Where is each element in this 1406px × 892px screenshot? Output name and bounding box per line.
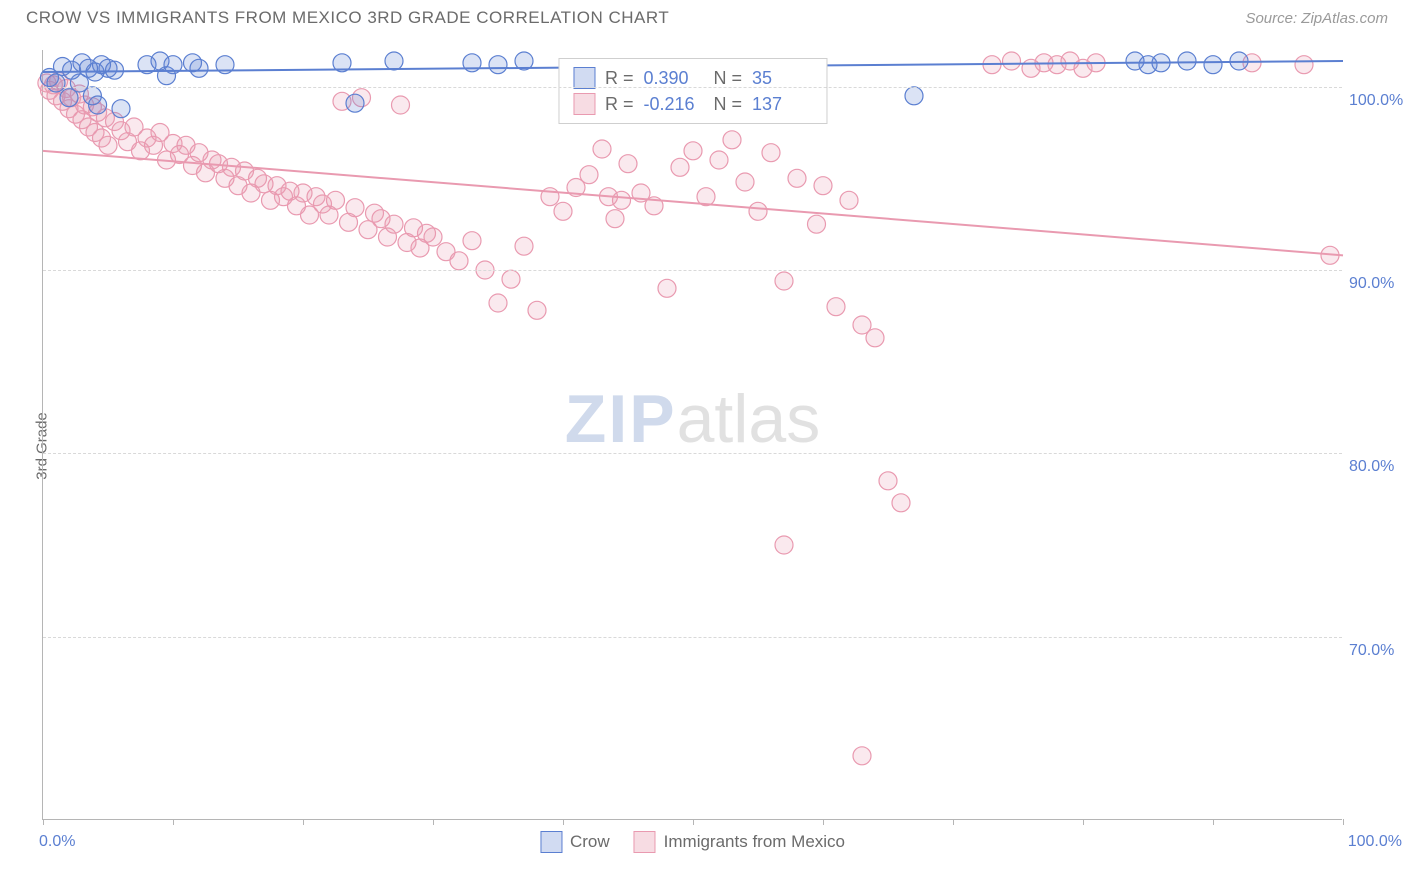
x-tick xyxy=(1083,819,1084,825)
data-point-pink xyxy=(346,199,364,217)
x-tick xyxy=(563,819,564,825)
data-point-pink xyxy=(814,177,832,195)
data-point-pink xyxy=(671,158,689,176)
n-value-blue: 35 xyxy=(752,68,812,89)
trend-line-pink xyxy=(43,151,1343,255)
legend-item-blue: Crow xyxy=(540,831,610,853)
gridline-h xyxy=(43,637,1342,638)
n-prefix: N = xyxy=(714,68,743,89)
legend-label-pink: Immigrants from Mexico xyxy=(664,832,845,852)
legend-swatch-blue xyxy=(540,831,562,853)
data-point-pink xyxy=(1003,52,1021,70)
y-tick-label: 100.0% xyxy=(1349,92,1404,110)
x-tick xyxy=(1213,819,1214,825)
x-tick xyxy=(1343,819,1344,825)
data-point-blue xyxy=(385,52,403,70)
legend-label-blue: Crow xyxy=(570,832,610,852)
data-point-pink xyxy=(99,136,117,154)
data-point-pink xyxy=(840,191,858,209)
x-tick xyxy=(953,819,954,825)
x-axis-min-label: 0.0% xyxy=(39,833,75,851)
data-point-pink xyxy=(866,329,884,347)
data-point-pink xyxy=(392,96,410,114)
data-point-pink xyxy=(385,215,403,233)
r-value-blue: 0.390 xyxy=(644,68,704,89)
data-point-pink xyxy=(502,270,520,288)
data-point-pink xyxy=(424,228,442,246)
legend-item-pink: Immigrants from Mexico xyxy=(634,831,845,853)
x-axis-max-label: 100.0% xyxy=(1348,833,1402,851)
data-point-pink xyxy=(684,142,702,160)
data-point-pink xyxy=(613,191,631,209)
data-point-blue xyxy=(905,87,923,105)
data-point-pink xyxy=(762,144,780,162)
data-point-blue xyxy=(190,59,208,77)
x-tick xyxy=(823,819,824,825)
data-point-pink xyxy=(327,191,345,209)
data-point-pink xyxy=(606,210,624,228)
data-point-blue xyxy=(89,96,107,114)
data-point-blue xyxy=(47,74,65,92)
x-tick xyxy=(693,819,694,825)
series-legend: Crow Immigrants from Mexico xyxy=(540,831,845,853)
data-point-pink xyxy=(1295,56,1313,74)
data-point-pink xyxy=(528,301,546,319)
r-prefix: R = xyxy=(605,68,634,89)
chart-title: CROW VS IMMIGRANTS FROM MEXICO 3RD GRADE… xyxy=(26,8,669,28)
data-point-pink xyxy=(808,215,826,233)
data-point-blue xyxy=(489,56,507,74)
correlation-legend: R = 0.390 N = 35 R = -0.216 N = 137 xyxy=(558,58,827,124)
correlation-row-pink: R = -0.216 N = 137 xyxy=(573,91,812,117)
chart-header: CROW VS IMMIGRANTS FROM MEXICO 3RD GRADE… xyxy=(0,0,1406,36)
data-point-pink xyxy=(619,155,637,173)
x-tick xyxy=(433,819,434,825)
data-point-pink xyxy=(710,151,728,169)
y-tick-label: 80.0% xyxy=(1349,458,1404,476)
data-point-pink xyxy=(879,472,897,490)
n-prefix: N = xyxy=(714,94,743,115)
scatter-plot-svg xyxy=(43,50,1342,819)
legend-swatch-pink xyxy=(573,93,595,115)
data-point-pink xyxy=(463,232,481,250)
x-tick xyxy=(303,819,304,825)
data-point-pink xyxy=(489,294,507,312)
data-point-pink xyxy=(788,169,806,187)
n-value-pink: 137 xyxy=(752,94,812,115)
y-tick-label: 70.0% xyxy=(1349,642,1404,660)
data-point-blue xyxy=(106,61,124,79)
r-prefix: R = xyxy=(605,94,634,115)
data-point-pink xyxy=(593,140,611,158)
legend-swatch-pink xyxy=(634,831,656,853)
data-point-pink xyxy=(450,252,468,270)
data-point-pink xyxy=(515,237,533,255)
y-tick-label: 90.0% xyxy=(1349,275,1404,293)
plot-area: ZIPatlas R = 0.390 N = 35 R = -0.216 N =… xyxy=(42,50,1342,820)
source-attribution: Source: ZipAtlas.com xyxy=(1245,10,1388,27)
data-point-blue xyxy=(1178,52,1196,70)
data-point-pink xyxy=(892,494,910,512)
gridline-h xyxy=(43,87,1342,88)
data-point-pink xyxy=(580,166,598,184)
data-point-pink xyxy=(658,279,676,297)
data-point-pink xyxy=(775,536,793,554)
data-point-blue xyxy=(346,94,364,112)
data-point-blue xyxy=(112,100,130,118)
data-point-pink xyxy=(554,202,572,220)
x-tick xyxy=(43,819,44,825)
data-point-pink xyxy=(827,298,845,316)
r-value-pink: -0.216 xyxy=(644,94,704,115)
data-point-pink xyxy=(775,272,793,290)
gridline-h xyxy=(43,453,1342,454)
data-point-pink xyxy=(723,131,741,149)
data-point-pink xyxy=(749,202,767,220)
data-point-blue xyxy=(1204,56,1222,74)
gridline-h xyxy=(43,270,1342,271)
data-point-pink xyxy=(736,173,754,191)
data-point-pink xyxy=(853,747,871,765)
x-tick xyxy=(173,819,174,825)
